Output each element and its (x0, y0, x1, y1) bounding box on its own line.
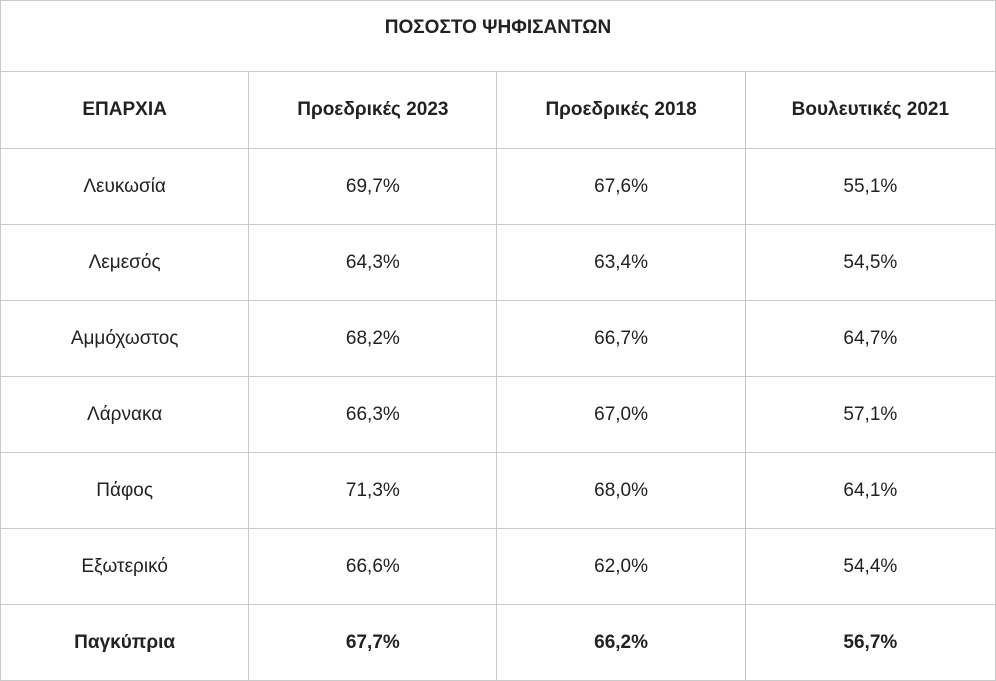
table-row: Πάφος 71,3% 68,0% 64,1% (0, 452, 996, 529)
table-row: Εξωτερικό 66,6% 62,0% 54,4% (0, 528, 996, 605)
value-cell: 71,3% (248, 452, 498, 529)
value-cell: 64,7% (744, 300, 996, 377)
value-cell: 69,7% (248, 148, 498, 225)
value-cell: 66,6% (248, 528, 498, 605)
title-row: ΠΟΣΟΣΤΟ ΨΗΦΙΣΑΝΤΩΝ (0, 0, 996, 72)
value-cell: 54,4% (744, 528, 996, 605)
total-value-cell: 56,7% (744, 604, 996, 681)
value-cell: 64,3% (248, 224, 498, 301)
table-row: Λεμεσός 64,3% 63,4% 54,5% (0, 224, 996, 301)
value-cell: 66,3% (248, 376, 498, 453)
header-parliamentary-2021: Βουλευτικές 2021 (744, 71, 996, 149)
value-cell: 67,0% (496, 376, 746, 453)
value-cell: 64,1% (744, 452, 996, 529)
header-presidential-2018: Προεδρικές 2018 (496, 71, 746, 149)
value-cell: 55,1% (744, 148, 996, 225)
value-cell: 57,1% (744, 376, 996, 453)
table-row: Λευκωσία 69,7% 67,6% 55,1% (0, 148, 996, 225)
total-label-cell: Παγκύπρια (0, 604, 250, 681)
total-value-cell: 67,7% (248, 604, 498, 681)
header-presidential-2023: Προεδρικές 2023 (248, 71, 498, 149)
value-cell: 68,2% (248, 300, 498, 377)
region-cell: Λάρνακα (0, 376, 250, 453)
value-cell: 54,5% (744, 224, 996, 301)
region-cell: Αμμόχωστος (0, 300, 250, 377)
table-row: Λάρνακα 66,3% 67,0% 57,1% (0, 376, 996, 453)
total-value-cell: 66,2% (496, 604, 746, 681)
header-region: ΕΠΑΡΧΙΑ (0, 71, 250, 149)
table-title: ΠΟΣΟΣΤΟ ΨΗΦΙΣΑΝΤΩΝ (0, 0, 996, 72)
region-cell: Λεμεσός (0, 224, 250, 301)
value-cell: 68,0% (496, 452, 746, 529)
region-cell: Λευκωσία (0, 148, 250, 225)
region-cell: Εξωτερικό (0, 528, 250, 605)
header-row: ΕΠΑΡΧΙΑ Προεδρικές 2023 Προεδρικές 2018 … (0, 71, 996, 149)
value-cell: 62,0% (496, 528, 746, 605)
value-cell: 63,4% (496, 224, 746, 301)
total-row: Παγκύπρια 67,7% 66,2% 56,7% (0, 604, 996, 681)
value-cell: 67,6% (496, 148, 746, 225)
region-cell: Πάφος (0, 452, 250, 529)
value-cell: 66,7% (496, 300, 746, 377)
table-row: Αμμόχωστος 68,2% 66,7% 64,7% (0, 300, 996, 377)
